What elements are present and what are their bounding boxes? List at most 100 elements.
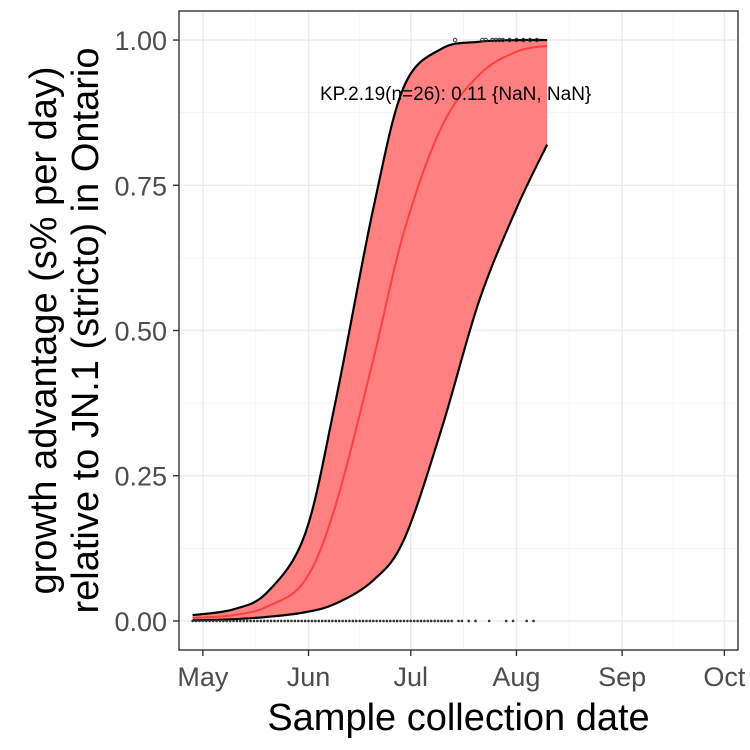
observation-point-zero bbox=[440, 619, 443, 623]
axis-ticks: May Jun Jul Aug Sep Oct 0.00 0.25 0.50 0.75 1.00 bbox=[114, 26, 745, 692]
observation-point-zero bbox=[201, 619, 205, 623]
observation-point-zero bbox=[358, 619, 361, 623]
observation-point-zero bbox=[211, 619, 215, 623]
observation-point-zero bbox=[474, 619, 477, 623]
observation-point-zero bbox=[385, 619, 389, 623]
observation-point-zero bbox=[395, 619, 399, 623]
y-axis-title-line-2: relative to JN.1 (stricto) in Ontario bbox=[65, 48, 107, 614]
observation-point-zero bbox=[409, 619, 413, 623]
observation-point-zero bbox=[429, 619, 433, 623]
y-axis-title-line-1: growth advantage (s% per day) bbox=[23, 66, 65, 594]
observation-point-one bbox=[500, 37, 506, 43]
observation-point-zero bbox=[467, 619, 471, 623]
observation-point-zero bbox=[487, 619, 491, 623]
observation-point-zero bbox=[392, 619, 396, 623]
observation-point-zero bbox=[406, 619, 409, 623]
observation-point-zero bbox=[249, 619, 252, 623]
fitted-curve-line bbox=[192, 44, 548, 620]
x-tick-label: Sep bbox=[598, 662, 646, 692]
observation-point-zero bbox=[232, 619, 235, 623]
observation-point-zero bbox=[331, 619, 334, 623]
observation-point-zero bbox=[402, 619, 406, 623]
observation-point-zero bbox=[252, 619, 256, 623]
y-tick-label: 0.50 bbox=[114, 317, 167, 347]
observation-point-zero bbox=[256, 619, 259, 623]
observation-point-zero bbox=[457, 619, 460, 623]
y-tick-label: 1.00 bbox=[114, 26, 167, 56]
observation-point-zero bbox=[320, 619, 324, 623]
observation-point-zero bbox=[310, 619, 314, 623]
observation-point-zero bbox=[371, 619, 375, 623]
x-tick-label: Oct bbox=[703, 662, 746, 692]
observation-point-zero bbox=[368, 619, 372, 623]
series-annotation: KP.2.19(n=26): 0.11 {NaN, NaN} bbox=[320, 84, 591, 105]
observation-point-zero bbox=[293, 619, 297, 623]
y-tick-label: 0.00 bbox=[114, 607, 167, 637]
observation-point-zero bbox=[504, 619, 508, 623]
observation-point-zero bbox=[436, 619, 440, 623]
observation-point-zero bbox=[225, 619, 229, 623]
observation-point-zero bbox=[208, 619, 211, 623]
observation-point-zero bbox=[239, 619, 242, 623]
observation-point-one bbox=[514, 37, 519, 43]
observation-point-zero bbox=[283, 619, 286, 623]
observation-point-zero bbox=[314, 619, 317, 623]
observation-point-one bbox=[534, 37, 540, 43]
observation-point-zero bbox=[334, 619, 338, 623]
observation-point-zero bbox=[269, 619, 273, 623]
observation-point-one bbox=[483, 37, 489, 43]
observation-point-zero bbox=[416, 619, 419, 623]
observation-point-zero bbox=[354, 619, 358, 623]
observation-point-zero bbox=[511, 619, 515, 623]
x-tick-label: Jun bbox=[287, 662, 331, 692]
observation-point-one bbox=[507, 37, 512, 43]
observation-point-zero bbox=[351, 619, 355, 623]
observation-point-zero bbox=[378, 619, 382, 623]
observation-point-zero bbox=[303, 619, 307, 623]
observation-point-zero bbox=[399, 619, 402, 623]
lower-bound-line bbox=[192, 144, 549, 622]
observation-point-zero bbox=[242, 619, 246, 623]
observation-point-one bbox=[527, 37, 533, 43]
observation-point-zero bbox=[433, 619, 436, 623]
observation-point-zero bbox=[259, 619, 263, 623]
observation-point-zero bbox=[341, 619, 344, 623]
observation-point-zero bbox=[245, 619, 249, 623]
observation-point-zero bbox=[412, 619, 416, 623]
y-tick-label: 0.25 bbox=[114, 462, 167, 492]
observation-point-zero bbox=[317, 619, 321, 623]
observation-point-zero bbox=[296, 619, 300, 623]
observation-point-zero bbox=[273, 619, 276, 623]
observation-point-zero bbox=[324, 619, 327, 623]
confidence-ribbon-group bbox=[192, 38, 549, 622]
y-tick-label: 0.75 bbox=[114, 171, 167, 201]
observation-point-zero bbox=[337, 619, 341, 623]
observation-point-one bbox=[521, 37, 526, 43]
x-axis-title: Sample collection date bbox=[267, 697, 649, 739]
observation-point-zero bbox=[286, 619, 290, 623]
observation-point-one bbox=[452, 37, 458, 43]
observation-point-zero bbox=[443, 619, 447, 623]
observation-point-zero bbox=[218, 619, 222, 623]
observation-point-zero bbox=[262, 619, 266, 623]
observation-point-zero bbox=[450, 619, 453, 623]
observation-point-zero bbox=[361, 619, 365, 623]
observation-point-zero bbox=[204, 619, 208, 623]
observation-point-zero bbox=[525, 619, 528, 623]
observation-point-zero bbox=[344, 619, 348, 623]
observation-point-zero bbox=[235, 619, 239, 623]
observation-point-zero bbox=[423, 619, 426, 623]
upper-bound-line bbox=[192, 38, 548, 617]
observation-point-zero bbox=[532, 619, 535, 623]
observation-point-zero bbox=[300, 619, 304, 623]
observation-point-zero bbox=[375, 619, 378, 623]
observation-point-zero bbox=[215, 619, 218, 623]
observation-point-zero bbox=[279, 619, 283, 623]
observation-point-zero bbox=[382, 619, 385, 623]
confidence-ribbon bbox=[192, 39, 548, 621]
observation-point-zero bbox=[194, 619, 198, 623]
observation-points bbox=[191, 37, 540, 623]
observation-point-zero bbox=[327, 619, 331, 623]
observation-point-zero bbox=[290, 619, 293, 623]
